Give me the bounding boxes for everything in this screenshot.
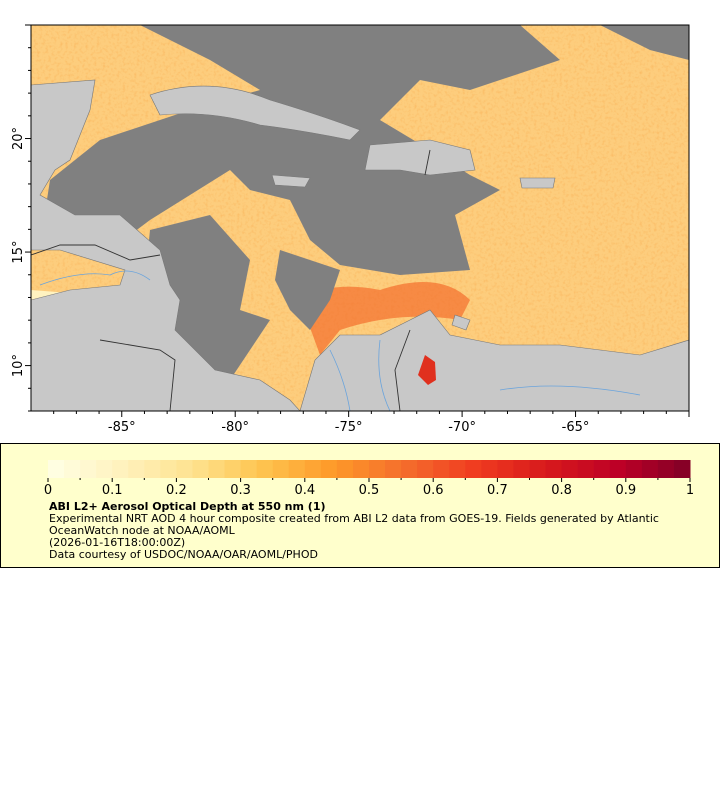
colorbar-swatch	[609, 460, 627, 478]
colorbar-swatch	[208, 460, 226, 478]
colorbar-swatch	[272, 460, 290, 478]
colorbar-swatch	[80, 460, 97, 478]
colorbar-tick-label: 0	[44, 483, 52, 498]
aod-map: -85° -80° -75° -70° -65° 20° 15° 10°	[11, 24, 690, 435]
colorbar-swatch	[577, 460, 595, 478]
colorbar-swatch	[385, 460, 402, 478]
hispaniola	[364, 139, 476, 176]
x-axis-labels: -85° -80° -75° -70° -65°	[108, 420, 590, 435]
legend-time: (2026-01-16T18:00:00Z)	[49, 536, 186, 549]
colorbar-swatch	[304, 460, 322, 478]
colorbar-swatch	[673, 460, 691, 478]
colorbar-swatch	[352, 460, 370, 478]
rivers	[39, 270, 641, 411]
x-tick-label: -65°	[562, 420, 590, 435]
lake-maracaibo	[418, 355, 436, 385]
colorbar-swatch	[417, 460, 434, 478]
colorbar-tick-label: 1	[686, 483, 694, 498]
colorbar: 0 0.1 0.2 0.3 0.4 0.5 0.6 0.7 0.8 0.9 1	[44, 460, 694, 498]
colorbar-swatch	[657, 460, 675, 478]
colorbar-swatch	[336, 460, 354, 478]
high-aod-band	[300, 282, 470, 355]
colorbar-tick-label: 0.3	[230, 483, 251, 498]
y-tick-label: 20°	[11, 127, 26, 150]
legend: 0 0.1 0.2 0.3 0.4 0.5 0.6 0.7 0.8 0.9 1 …	[0, 443, 720, 568]
legend-credit: Data courtesy of USDOC/NOAA/OAR/AOML/PHO…	[49, 548, 318, 561]
colorbar-swatch	[513, 460, 530, 478]
colorbar-swatch	[561, 460, 579, 478]
borders	[31, 149, 431, 411]
colorbar-swatch	[320, 460, 338, 478]
colorbar-tick-label: 0.2	[166, 483, 187, 498]
colorbar-swatch	[369, 460, 386, 478]
colorbar-swatch	[529, 460, 547, 478]
colorbar-tick-label: 0.9	[615, 483, 636, 498]
x-tick-label: -80°	[221, 420, 249, 435]
colorbar-swatch	[465, 460, 482, 478]
colorbar-swatch	[160, 460, 177, 478]
x-tick-label: -85°	[108, 420, 136, 435]
cuba	[149, 85, 361, 141]
colorbar-swatch	[224, 460, 242, 478]
colorbar-swatch	[112, 460, 129, 478]
colorbar-tick-label: 0.6	[423, 483, 444, 498]
colorbar-swatch	[625, 460, 643, 478]
colorbar-swatch	[192, 460, 209, 478]
colorbar-swatch	[497, 460, 514, 478]
yucatan-central-america	[31, 79, 301, 411]
jamaica	[271, 174, 311, 188]
colorbar-tick-label: 0.5	[359, 483, 380, 498]
colorbar-swatch	[144, 460, 161, 478]
colorbar-swatch	[641, 460, 659, 478]
colorbar-tick-label: 0.4	[294, 483, 315, 498]
colorbar-tick-label: 0.7	[487, 483, 508, 498]
colorbar-swatch	[64, 460, 81, 478]
x-tick-label: -70°	[448, 420, 476, 435]
colorbar-swatch	[433, 460, 450, 478]
y-tick-label: 15°	[11, 241, 26, 264]
colorbar-swatch	[176, 460, 193, 478]
colorbar-swatch	[481, 460, 498, 478]
colorbar-swatch	[593, 460, 611, 478]
puerto-rico	[519, 177, 556, 189]
colorbar-swatch	[545, 460, 563, 478]
axis-ticks	[25, 24, 690, 417]
colorbar-swatch	[128, 460, 145, 478]
colorbar-swatch	[96, 460, 113, 478]
legend-description: Experimental NRT AOD 4 hour composite cr…	[49, 512, 659, 525]
colorbar-swatch	[48, 460, 65, 478]
y-tick-label: 10°	[11, 354, 26, 377]
legend-description: OceanWatch node at NOAA/AOML	[49, 524, 235, 537]
colorbar-swatch	[401, 460, 418, 478]
colorbar-swatch	[449, 460, 466, 478]
x-tick-label: -75°	[335, 420, 363, 435]
colorbar-tick-label: 0.1	[102, 483, 123, 498]
legend-title: ABI L2+ Aerosol Optical Depth at 550 nm …	[49, 500, 326, 513]
colorbar-swatch	[240, 460, 258, 478]
colorbar-tick-label: 0.8	[551, 483, 572, 498]
y-axis-labels: 20° 15° 10°	[11, 127, 26, 377]
colorbar-swatch	[256, 460, 274, 478]
colorbar-swatch	[288, 460, 306, 478]
